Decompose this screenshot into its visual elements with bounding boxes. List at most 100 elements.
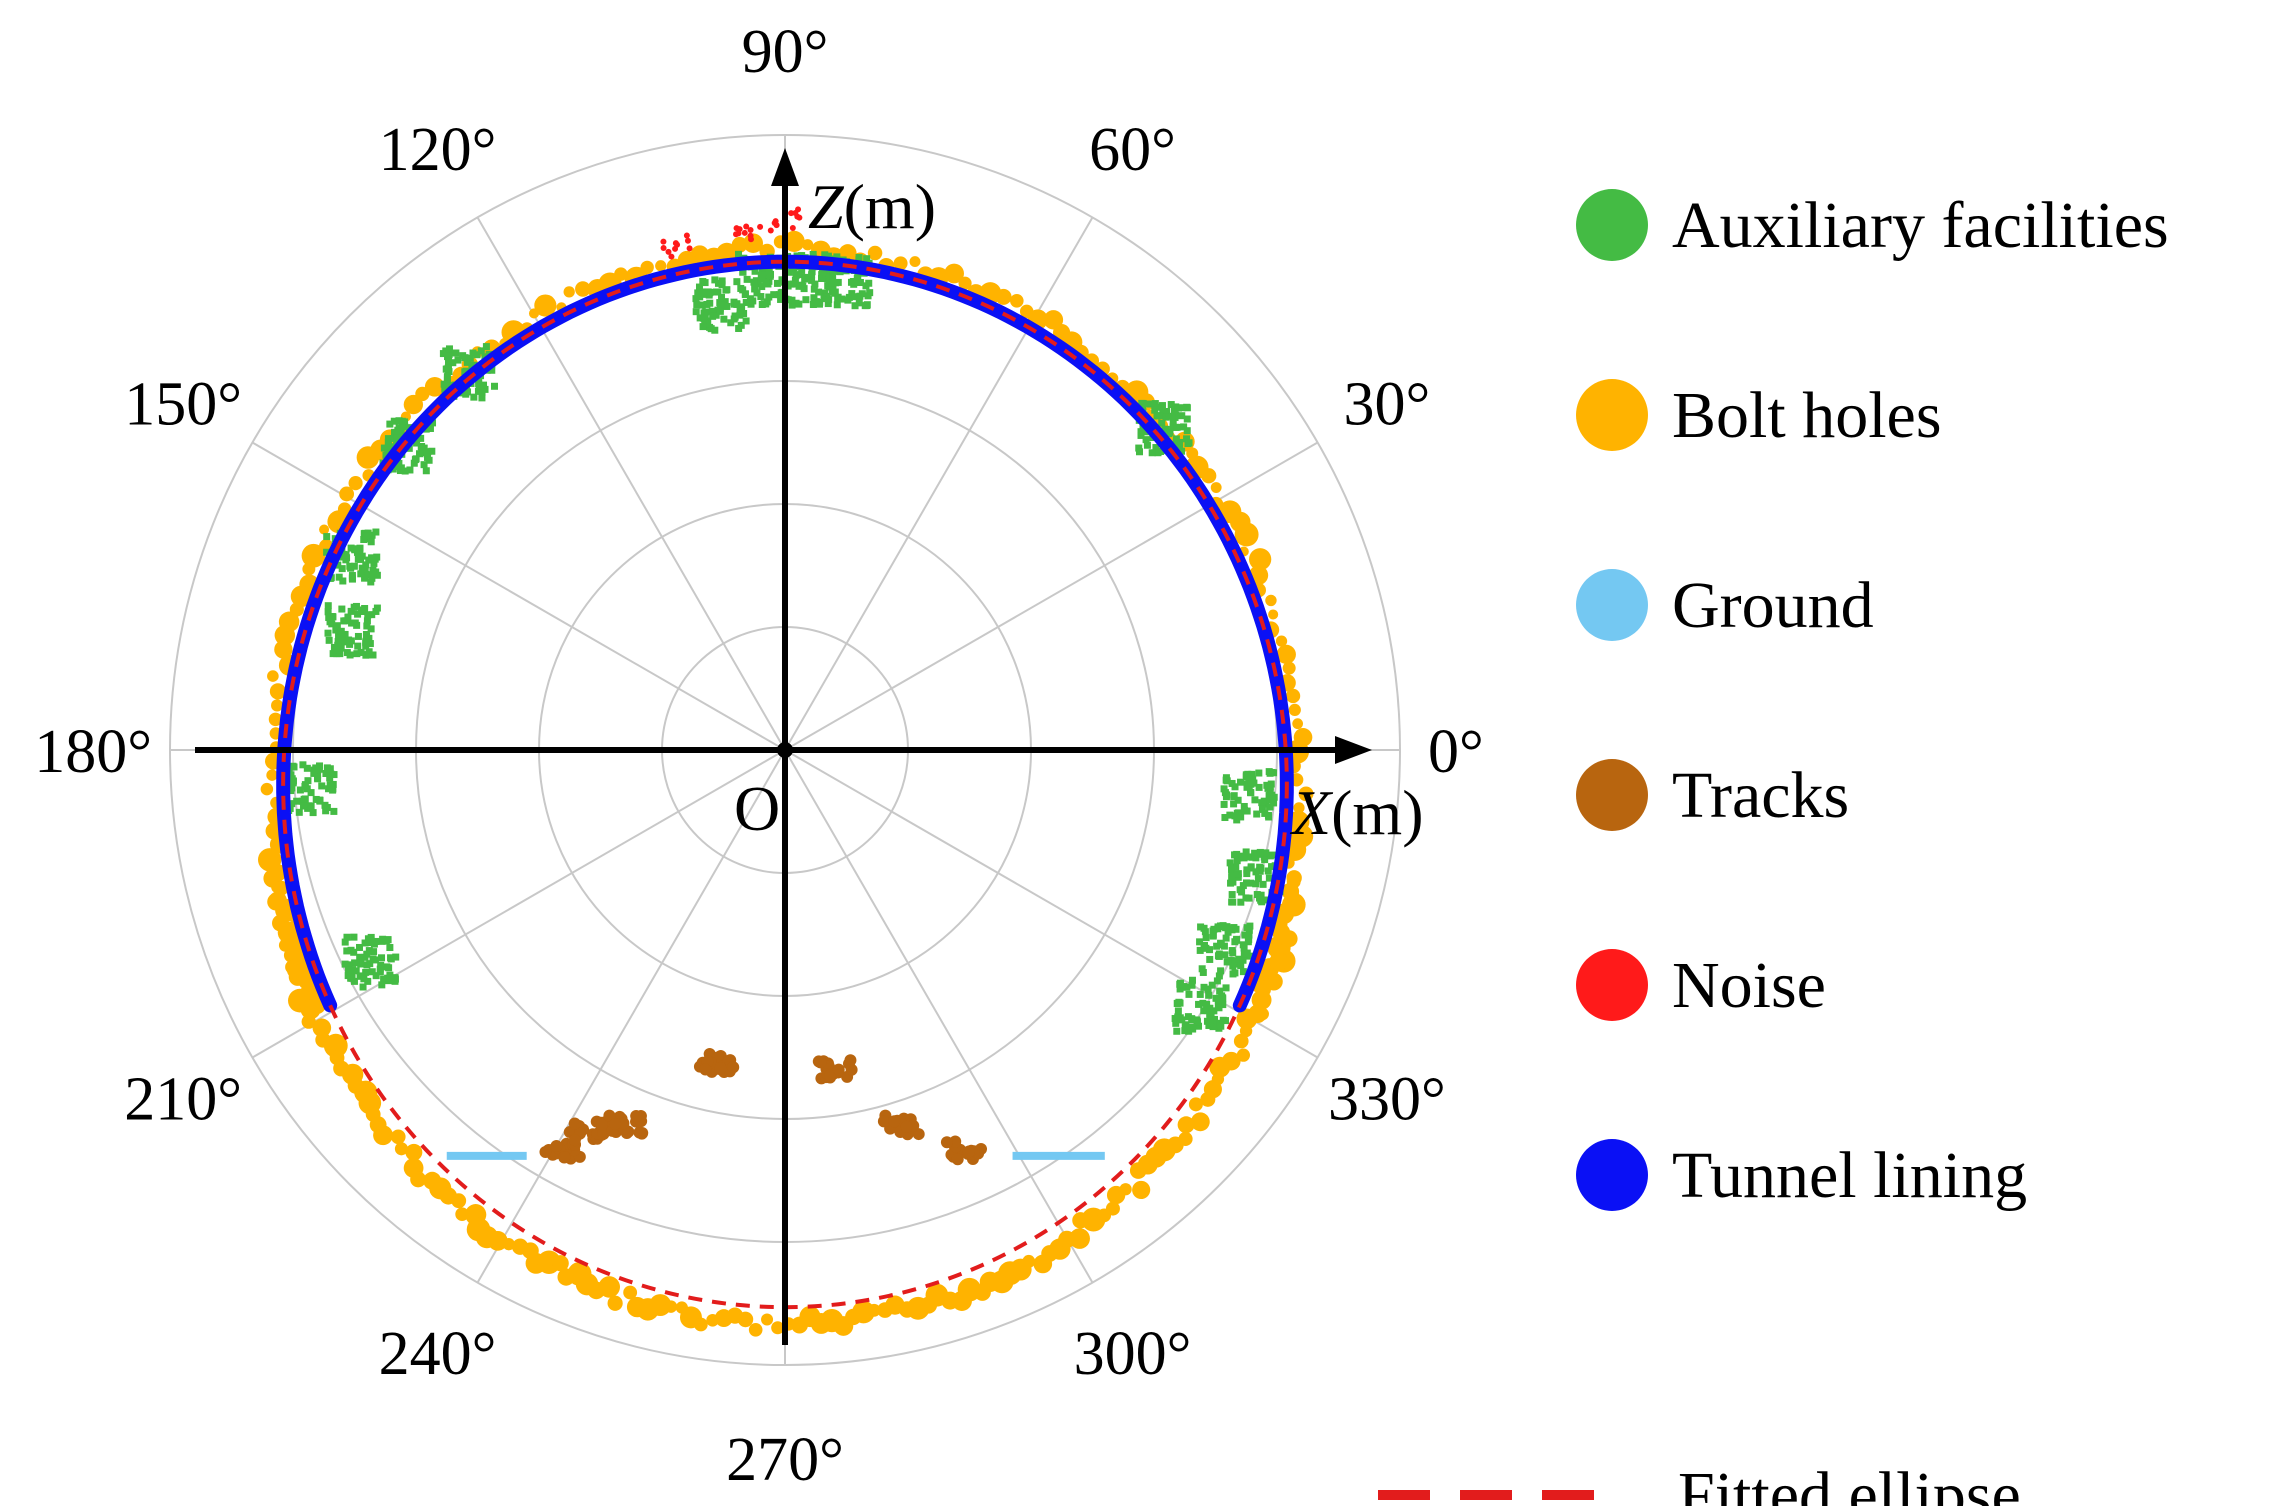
auxiliary-facility-point	[413, 439, 421, 447]
noise-point	[684, 237, 691, 244]
noise-point	[686, 245, 693, 252]
auxiliary-facility-point	[750, 278, 758, 286]
auxiliary-facility-point	[1240, 950, 1248, 958]
auxiliary-facility-point	[1146, 400, 1154, 408]
bolt-hole-point	[1276, 644, 1296, 665]
auxiliary-facility-point	[1231, 812, 1239, 820]
auxiliary-facility-point	[1221, 951, 1229, 959]
auxiliary-facility-point	[393, 434, 401, 442]
auxiliary-facility-point	[371, 555, 379, 563]
auxiliary-facility-point	[1245, 926, 1253, 934]
auxiliary-facility-point	[789, 280, 797, 288]
bolt-hole-point	[534, 294, 557, 317]
auxiliary-facility-point	[727, 319, 735, 327]
track-point	[888, 1115, 901, 1128]
auxiliary-facility-point	[344, 972, 352, 980]
angle-label-300: 300°	[1074, 1320, 1192, 1388]
auxiliary-facility-point	[1135, 444, 1143, 452]
auxiliary-facility-point	[441, 385, 449, 393]
bolt-hole-point	[269, 683, 286, 700]
noise-point	[748, 236, 755, 243]
auxiliary-facility-point	[326, 765, 334, 773]
auxiliary-facility-point	[386, 971, 394, 979]
auxiliary-facility-point	[698, 301, 706, 309]
auxiliary-facility-point	[386, 944, 394, 952]
auxiliary-facility-point	[850, 280, 858, 288]
auxiliary-facility-point	[325, 785, 333, 793]
auxiliary-facility-point	[463, 358, 471, 366]
auxiliary-facility-point	[1159, 408, 1167, 416]
auxiliary-facility-point	[1248, 773, 1256, 781]
auxiliary-facility-point	[380, 444, 388, 452]
noise-point	[771, 220, 778, 227]
auxiliary-facility-point	[1217, 941, 1225, 949]
auxiliary-facility-point	[708, 307, 716, 315]
auxiliary-facility-point	[1265, 874, 1273, 882]
auxiliary-facility-point	[1245, 931, 1253, 939]
legend-label-fitted-ellipse: Fitted ellipse	[1678, 1459, 2021, 1506]
track-point	[630, 1109, 643, 1122]
auxiliary-facility-point	[864, 292, 872, 300]
auxiliary-facility-point	[1220, 800, 1228, 808]
auxiliary-facility-point	[478, 388, 486, 396]
auxiliary-facility-point	[361, 574, 369, 582]
auxiliary-facility-point	[1227, 957, 1235, 965]
bolt-hole-point	[487, 1231, 508, 1251]
bolt-hole-point	[1281, 882, 1300, 901]
auxiliary-facility-point	[351, 546, 359, 554]
auxiliary-facility-point	[829, 272, 837, 280]
auxiliary-facility-point	[356, 953, 364, 961]
auxiliary-facility-point	[461, 368, 469, 376]
bolt-hole-point	[394, 1142, 408, 1156]
auxiliary-facility-point	[324, 602, 332, 610]
auxiliary-facility-point	[766, 272, 774, 280]
auxiliary-facility-point	[1188, 1015, 1196, 1023]
bolt-hole-point	[301, 543, 326, 568]
auxiliary-facility-point	[1203, 1000, 1211, 1008]
auxiliary-facility-point	[1142, 436, 1150, 444]
auxiliary-facility-point	[1193, 1016, 1201, 1024]
auxiliary-facility-point	[1222, 793, 1230, 801]
auxiliary-facility-point	[1252, 854, 1260, 862]
bolt-hole-point	[1019, 304, 1034, 319]
auxiliary-facility-point	[390, 417, 398, 425]
bolt-hole-point	[1210, 482, 1222, 493]
noise-point	[788, 210, 795, 217]
bolt-hole-point	[575, 281, 591, 297]
auxiliary-facility-point	[1200, 1007, 1208, 1015]
auxiliary-facility-point	[391, 975, 399, 983]
auxiliary-facility-point	[1158, 419, 1166, 427]
track-point	[877, 1115, 890, 1128]
auxiliary-facility-point	[853, 275, 861, 283]
noise-point	[733, 231, 740, 238]
auxiliary-facility-point	[346, 640, 354, 648]
auxiliary-facility-point	[1183, 404, 1191, 412]
bolt-hole-point	[1281, 895, 1303, 917]
auxiliary-facility-point	[378, 981, 386, 989]
auxiliary-facility-point	[1209, 927, 1217, 935]
auxiliary-facility-point	[1202, 934, 1210, 942]
auxiliary-facility-point	[818, 275, 826, 283]
auxiliary-facility-point	[828, 279, 836, 287]
auxiliary-facility-point	[410, 459, 418, 467]
auxiliary-facility-point	[368, 574, 376, 582]
auxiliary-facility-point	[445, 345, 453, 353]
bolt-hole-point	[267, 893, 285, 911]
angle-label-270: 270°	[726, 1426, 844, 1494]
auxiliary-facility-point	[351, 959, 359, 967]
auxiliary-facility-point	[721, 298, 729, 306]
auxiliary-facility-point	[1180, 983, 1188, 991]
auxiliary-facility-point	[762, 278, 770, 286]
auxiliary-facility-point	[1222, 774, 1230, 782]
auxiliary-facility-point	[1227, 879, 1235, 887]
noise-point	[795, 206, 802, 213]
auxiliary-facility-point	[329, 613, 337, 621]
auxiliary-facility-point	[1200, 943, 1208, 951]
auxiliary-facility-point	[825, 296, 833, 304]
noise-point	[741, 229, 748, 236]
auxiliary-facility-point	[751, 285, 759, 293]
auxiliary-facility-point	[342, 617, 350, 625]
auxiliary-facility-point	[363, 622, 371, 630]
auxiliary-facility-point	[345, 961, 353, 969]
auxiliary-facility-point	[350, 948, 358, 956]
